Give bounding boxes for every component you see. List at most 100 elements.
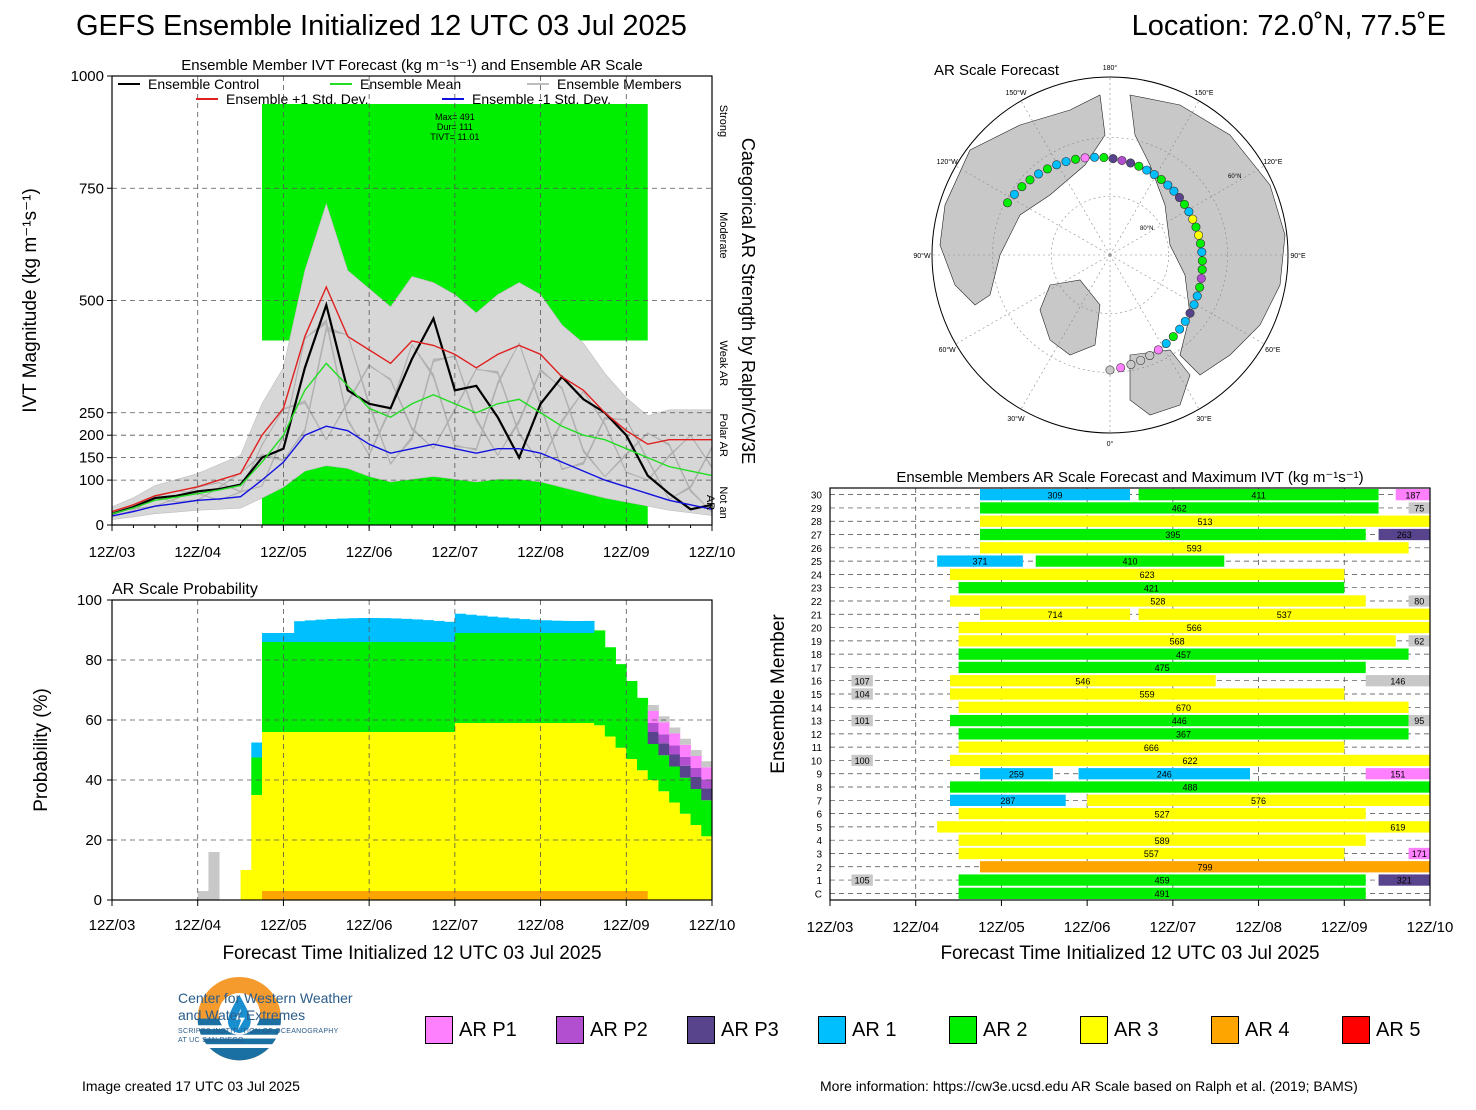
member-segment — [958, 847, 1345, 860]
prob-bar — [701, 800, 713, 837]
legend-item: AR 3 — [1080, 1014, 1158, 1046]
member-segment — [1138, 608, 1430, 620]
prob-bar — [551, 891, 563, 900]
prob-bar — [240, 870, 252, 900]
x-tick-label: 12Z/08 — [517, 917, 564, 934]
legend-item: AR 4 — [1211, 1014, 1289, 1046]
x-tick-label: 12Z/06 — [346, 917, 393, 934]
member-segment — [950, 714, 1409, 727]
x-tick-label: 12Z/03 — [807, 919, 854, 936]
trajectory-point — [1142, 165, 1152, 175]
member-segment — [958, 621, 1430, 634]
prob-bar — [369, 618, 381, 642]
series-line — [111, 285, 712, 513]
prob-bar — [422, 642, 434, 732]
prob-bar — [551, 633, 563, 723]
x-tick-label: 12Z/03 — [89, 917, 136, 934]
x-tick-label: 12Z/03 — [89, 544, 136, 560]
max-ivt-label: 557 — [1144, 849, 1159, 859]
legend-text: Ensemble +1 Std. Dev. — [226, 91, 369, 107]
prob-bar — [444, 621, 456, 642]
prob-bar — [679, 738, 691, 745]
prob-bar — [583, 723, 595, 891]
member-segment — [958, 741, 1345, 753]
member-segment — [958, 874, 1366, 886]
trajectory-point — [1153, 345, 1163, 355]
legend-label: AR 1 — [852, 1018, 897, 1041]
prob-bar — [369, 642, 381, 732]
row-label: 3 — [816, 849, 822, 860]
prob-bar — [444, 891, 456, 900]
max-ivt-label: 95 — [1414, 716, 1424, 726]
prob-bar — [658, 734, 670, 744]
prob-bar — [519, 633, 531, 723]
prob-bar — [412, 891, 424, 900]
trajectory-point — [1025, 175, 1035, 185]
prob-bar — [669, 733, 681, 746]
max-ivt-label: 105 — [855, 876, 870, 886]
trajectory-point — [1180, 316, 1190, 326]
prob-bar — [347, 642, 359, 732]
x-tick-label: 12Z/10 — [689, 544, 736, 560]
x-tick-label: 12Z/09 — [603, 917, 650, 934]
row-label: 27 — [811, 531, 823, 542]
trajectory-point — [1126, 360, 1136, 370]
prob-bar — [690, 789, 702, 825]
member-segment — [1365, 768, 1430, 780]
prob-bar — [615, 747, 627, 891]
x-tick-label: 12Z/08 — [517, 544, 564, 560]
main-title: GEFS Ensemble Initialized 12 UTC 03 Jul … — [76, 10, 687, 42]
lat-label: 80°N — [1140, 226, 1153, 232]
more-info-label: More information: https://cw3e.ucsd.edu … — [820, 1078, 1358, 1094]
row-label: 22 — [811, 597, 823, 608]
stats-annotation: TIVT= 11.01 — [430, 132, 479, 142]
trajectory-point — [1156, 175, 1166, 185]
x-tick-label: 12Z/05 — [260, 917, 307, 934]
trajectory-point — [1163, 180, 1173, 190]
legend-swatch — [1080, 1016, 1108, 1044]
y-tick-label: 750 — [79, 180, 104, 197]
prob-bar — [465, 633, 477, 723]
prob-bar — [422, 620, 434, 642]
prob-bar — [583, 620, 595, 633]
prob-bar — [604, 891, 616, 900]
trajectory-point — [1197, 247, 1207, 257]
legend-item: AR P1 — [425, 1014, 517, 1046]
row-label: 20 — [811, 624, 823, 635]
x-tick-label: 12Z/07 — [432, 917, 479, 934]
logo-line-2: and Water Extremes — [178, 1007, 306, 1023]
prob-bar — [669, 766, 681, 803]
lon-label: 180° — [1103, 64, 1118, 72]
prob-bar — [540, 633, 552, 723]
land-mass — [939, 94, 1106, 306]
right-label: Moderate — [717, 212, 729, 258]
prob-bar — [401, 618, 413, 642]
row-label: C — [815, 889, 822, 900]
trajectory-point — [1145, 351, 1155, 361]
prob-bar — [422, 891, 434, 900]
prob-bar — [454, 613, 466, 633]
x-tick-label: 12Z/04 — [174, 917, 221, 934]
legend-label: AR P3 — [721, 1018, 779, 1041]
member-segment — [1408, 502, 1430, 514]
trajectory-point — [1191, 222, 1201, 232]
prob-bar — [562, 633, 574, 723]
legend-item: AR 5 — [1342, 1014, 1420, 1046]
prob-bar — [476, 615, 488, 633]
legend-text: Ensemble Mean — [360, 76, 461, 92]
right-label: AR — [704, 495, 716, 510]
member-segment — [1378, 874, 1430, 886]
prob-bar — [304, 732, 316, 891]
prob-bar — [658, 791, 670, 900]
prob-bar — [251, 757, 263, 795]
trajectory-point — [1105, 365, 1115, 375]
max-ivt-label: 566 — [1187, 623, 1202, 633]
ivt-title: Ensemble Member IVT Forecast (kg m⁻¹s⁻¹)… — [181, 57, 643, 74]
member-segment — [980, 768, 1053, 780]
prob-bar — [337, 642, 349, 732]
prob-bar — [508, 633, 520, 723]
member-segment — [950, 781, 1430, 793]
prob-bar — [647, 705, 659, 711]
prob-bar — [315, 642, 327, 732]
trajectory-point — [1042, 164, 1052, 174]
